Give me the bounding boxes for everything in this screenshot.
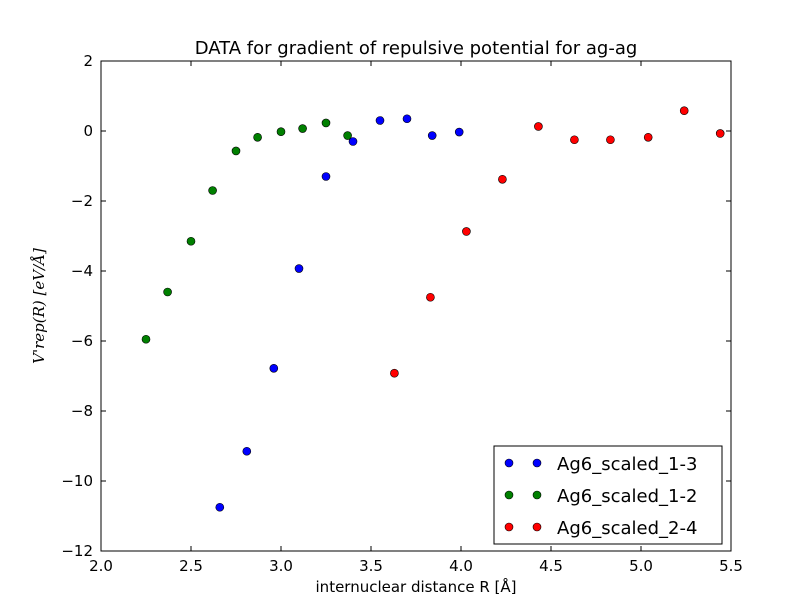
x-tick-label: 2.5	[179, 557, 203, 575]
legend-marker	[533, 491, 541, 499]
legend: Ag6_scaled_1-3 Ag6_scaled_1-2 Ag6_scaled_2…	[494, 446, 722, 544]
data-point-series-2	[164, 288, 172, 296]
legend-label: Ag6_scaled_1-3	[557, 454, 697, 475]
data-point-series-2	[142, 335, 150, 343]
legend-marker	[533, 523, 541, 531]
y-tick-label: −8	[71, 402, 93, 420]
x-tick-label: 3.0	[269, 557, 293, 575]
y-tick-label: −6	[71, 332, 93, 350]
data-point-series-2	[322, 119, 330, 127]
data-point-series-1	[322, 173, 330, 181]
data-point-series-1	[376, 117, 384, 125]
y-tick-label: 2	[83, 52, 93, 70]
x-tick-label: 3.5	[359, 557, 383, 575]
data-point-series-3	[680, 107, 688, 115]
data-point-series-2	[232, 147, 240, 155]
legend-marker	[505, 523, 513, 531]
chart-title: DATA for gradient of repulsive potential…	[195, 38, 638, 59]
x-tick-label: 4.5	[539, 557, 563, 575]
data-point-series-3	[716, 129, 724, 137]
data-point-series-1	[455, 128, 463, 136]
data-point-series-3	[606, 136, 614, 144]
data-point-series-1	[403, 115, 411, 123]
y-axis-label: V'rep(R) [eV/Å]	[30, 248, 48, 364]
data-point-series-3	[390, 369, 398, 377]
data-point-series-2	[299, 125, 307, 133]
y-tick-label: 0	[83, 122, 93, 140]
data-point-series-3	[644, 133, 652, 141]
data-point-series-2	[209, 187, 217, 195]
y-tick-label: −10	[61, 472, 93, 490]
legend-label: Ag6_scaled_1-2	[557, 486, 697, 507]
data-point-series-1	[243, 447, 251, 455]
legend-marker	[505, 491, 513, 499]
data-point-series-2	[254, 133, 262, 141]
legend-label: Ag6_scaled_2-4	[557, 518, 697, 539]
data-point-series-2	[344, 132, 352, 140]
data-point-series-3	[462, 227, 470, 235]
data-point-series-1	[216, 503, 224, 511]
data-point-series-2	[187, 237, 195, 245]
data-point-series-1	[428, 132, 436, 140]
data-point-series-1	[295, 265, 303, 273]
x-tick-label: 4.0	[449, 557, 473, 575]
x-tick-label: 5.5	[719, 557, 743, 575]
data-point-series-3	[534, 122, 542, 130]
legend-marker	[505, 459, 513, 467]
x-tick-label: 5.0	[629, 557, 653, 575]
y-tick-label: −2	[71, 192, 93, 210]
data-point-series-2	[277, 128, 285, 136]
y-tick-label: −4	[71, 262, 93, 280]
data-point-series-1	[270, 364, 278, 372]
x-axis-label: internuclear distance R [Å]	[316, 577, 517, 596]
data-point-series-3	[498, 175, 506, 183]
legend-marker	[533, 459, 541, 467]
data-point-series-3	[426, 293, 434, 301]
y-tick-label: −12	[61, 542, 93, 560]
data-point-series-3	[570, 136, 578, 144]
